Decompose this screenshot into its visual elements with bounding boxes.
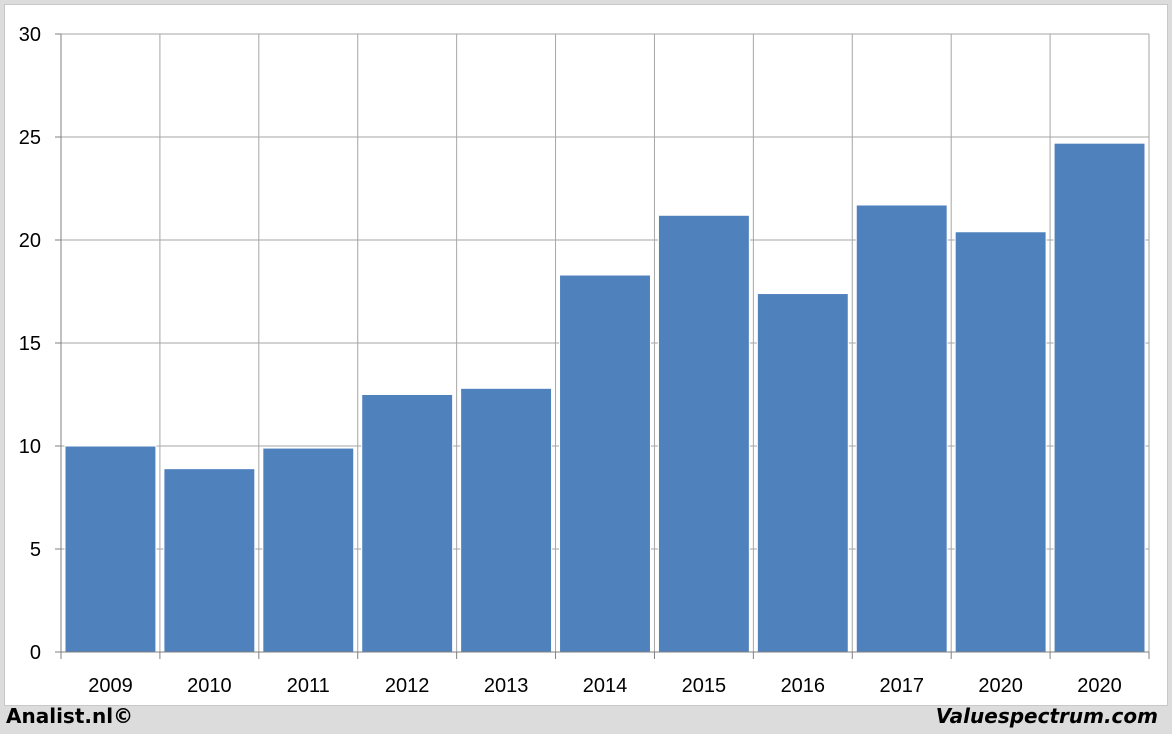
y-tick-label: 15 xyxy=(19,333,41,355)
bar xyxy=(262,447,355,653)
bar xyxy=(361,394,454,653)
bar xyxy=(1053,142,1146,653)
x-tick-label: 2020 xyxy=(1077,675,1122,697)
bars xyxy=(64,142,1146,653)
bar xyxy=(657,214,750,653)
x-tick-label: 2009 xyxy=(88,675,133,697)
bar xyxy=(559,274,651,653)
bar xyxy=(64,445,157,653)
bar xyxy=(460,387,553,653)
y-tick-label: 5 xyxy=(30,539,41,561)
y-tick-label: 10 xyxy=(19,436,41,458)
x-tick-label: 2020 xyxy=(978,675,1023,697)
x-tick-label: 2012 xyxy=(385,675,430,697)
x-tick-label: 2013 xyxy=(484,675,529,697)
x-axis-labels: 2009 2010 2011 2012 2013 2014 2015 2016 2017 2020… xyxy=(88,675,1122,697)
bar xyxy=(855,204,948,653)
x-tick-label: 2017 xyxy=(879,675,924,697)
x-tick-label: 2015 xyxy=(682,675,727,697)
x-tick-label: 2010 xyxy=(187,675,232,697)
x-tick-label: 2011 xyxy=(287,675,330,697)
x-tick-label: 2016 xyxy=(781,675,826,697)
x-tick-label: 2014 xyxy=(583,675,628,697)
bar xyxy=(954,231,1047,653)
bar xyxy=(163,468,256,653)
axes xyxy=(55,33,1150,659)
y-tick-label: 25 xyxy=(19,127,41,149)
footer-left-credit: Analist.nl© xyxy=(6,704,134,728)
bar xyxy=(756,293,849,653)
y-axis-labels: 0 5 10 15 20 25 30 xyxy=(19,24,41,664)
y-tick-label: 0 xyxy=(30,642,41,664)
footer-right-credit: Valuespectrum.com xyxy=(935,704,1158,728)
y-tick-label: 30 xyxy=(19,24,41,46)
y-tick-label: 20 xyxy=(19,230,41,252)
